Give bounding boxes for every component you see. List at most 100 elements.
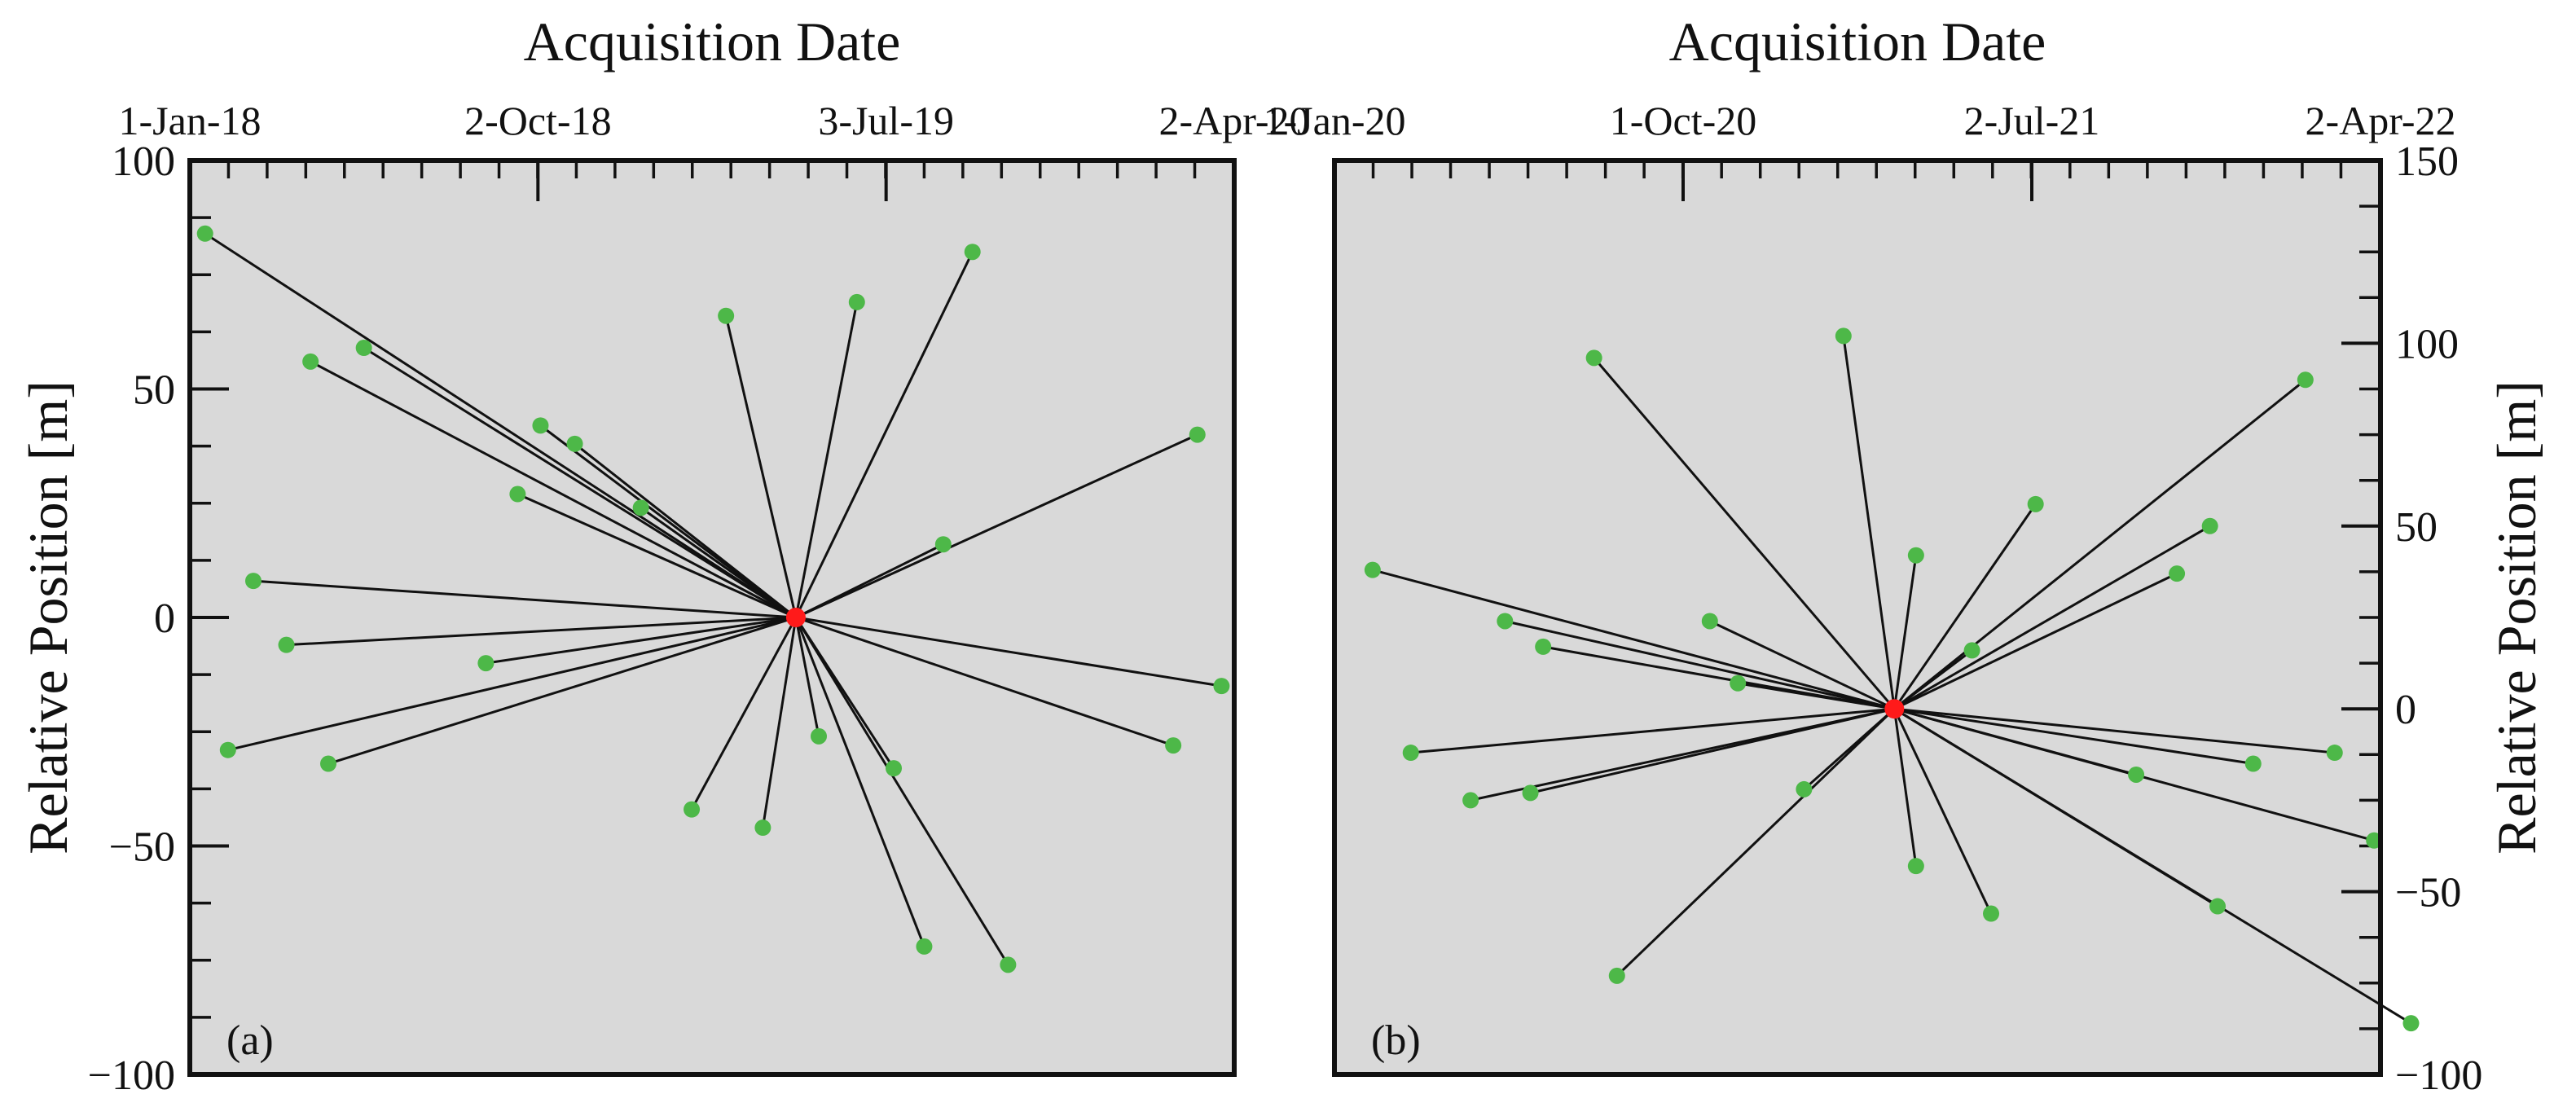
secondary-point (2297, 371, 2314, 389)
reference-point (1884, 699, 1905, 719)
baseline-line (227, 616, 797, 752)
x-tick-label: 1-Jan-18 (119, 98, 262, 143)
secondary-point (196, 225, 213, 242)
reference-point (785, 608, 806, 627)
secondary-point (1535, 638, 1552, 655)
baseline-line (761, 617, 798, 828)
secondary-point (1907, 547, 1924, 564)
secondary-point (2128, 766, 2145, 783)
baseline-line (327, 616, 797, 765)
y-tick-label: −100 (88, 1052, 175, 1099)
baseline-line (1892, 555, 1918, 710)
secondary-point (319, 755, 336, 772)
x-tick-label: 2-Apr-22 (2305, 98, 2455, 143)
secondary-point (2169, 565, 2186, 582)
secondary-point (566, 435, 583, 452)
secondary-point (1402, 745, 1419, 762)
baseline-line (1709, 620, 1895, 710)
secondary-point (355, 340, 372, 357)
secondary-point (1796, 780, 1813, 797)
baseline-line (1894, 707, 2335, 754)
secondary-point (2244, 755, 2262, 772)
secondary-point (1907, 858, 1924, 875)
baseline-line (1504, 620, 1895, 710)
x-tick-label: 1-Oct-20 (1610, 98, 1757, 143)
x-tick-label: 3-Jul-19 (818, 98, 954, 143)
secondary-point (219, 741, 236, 758)
x-tick-label: 2-Apr-20 (1158, 98, 1309, 143)
secondary-point (1608, 967, 1625, 984)
secondary-point (1522, 784, 1539, 802)
y-tick-label: −100 (2395, 1052, 2482, 1099)
y-tick-label: 150 (2395, 138, 2459, 185)
secondary-point (916, 938, 933, 955)
secondary-point (1963, 642, 1980, 659)
secondary-point (2201, 517, 2218, 534)
baseline-line (640, 507, 797, 619)
panel-a: 1-Jan-18 2-Oct-18 3-Jul-19 2-Apr-20 −100 −50 0… (17, 11, 1310, 1099)
baseline-line (1893, 572, 2178, 710)
baseline-line (794, 617, 925, 947)
chart-title: Acquisition Date (1669, 11, 2046, 72)
y-tick-label: −50 (109, 824, 175, 871)
secondary-point (684, 801, 701, 818)
baseline-line (794, 251, 974, 618)
secondary-point (1983, 905, 2000, 922)
secondary-point (509, 486, 526, 503)
secondary-point (2027, 495, 2044, 512)
baseline-line (1892, 708, 1993, 915)
secondary-point (718, 307, 735, 324)
baseline-line (1894, 707, 2254, 766)
baseline-line (486, 616, 797, 665)
baseline-line (1737, 682, 1895, 710)
baseline-line (795, 616, 1174, 747)
baseline-line (1593, 357, 1896, 710)
baseline-line (1372, 569, 1895, 710)
secondary-point (2326, 745, 2343, 762)
baseline-line (794, 301, 859, 618)
secondary-point (244, 573, 262, 590)
secondary-point (302, 353, 319, 370)
secondary-point (532, 417, 549, 434)
chart-title: Acquisition Date (524, 11, 901, 72)
plot-background (1334, 160, 2380, 1074)
baseline-line (1892, 708, 1918, 867)
baseline-line (363, 346, 797, 619)
y-tick-label: 0 (154, 595, 175, 642)
y-tick-label: 100 (112, 138, 175, 185)
baseline-line (690, 617, 798, 811)
secondary-point (1000, 956, 1017, 973)
secondary-point (1585, 349, 1602, 367)
secondary-point (1835, 327, 1852, 345)
baseline-line (310, 360, 797, 619)
secondary-point (811, 727, 828, 745)
panel-label: (a) (226, 1017, 274, 1064)
x-tick-label: 2-Oct-18 (464, 98, 612, 143)
baseline-line (517, 493, 797, 619)
x-tick-label: 1-Jan-20 (1264, 98, 1406, 143)
y-axis-label: Relative Position [m] (2486, 380, 2547, 855)
y-tick-label: −50 (2395, 870, 2461, 916)
secondary-point (1364, 561, 1381, 578)
y-tick-label: 50 (133, 367, 175, 414)
baseline-line (253, 579, 797, 619)
y-tick-label: 0 (2395, 687, 2416, 733)
secondary-point (1730, 674, 1747, 692)
plot-frame (187, 158, 1237, 1077)
secondary-point (278, 636, 295, 653)
baseline-line (1842, 336, 1896, 710)
baseline-line (286, 616, 797, 647)
secondary-point (632, 499, 649, 516)
baseline-line (1893, 707, 2412, 1025)
secondary-point (886, 760, 903, 777)
secondary-point (934, 536, 952, 553)
panel-label: (b) (1371, 1017, 1421, 1064)
secondary-point (1701, 613, 1718, 630)
panel-b: 1-Jan-20 1-Oct-20 2-Jul-21 2-Apr-22 −100 −50 0… (1264, 11, 2547, 1099)
baseline-line (1893, 379, 2306, 710)
baseline-line (794, 617, 1009, 966)
secondary-point (1497, 613, 1514, 630)
plot-background (190, 160, 1234, 1074)
baseline-line (795, 616, 1222, 688)
